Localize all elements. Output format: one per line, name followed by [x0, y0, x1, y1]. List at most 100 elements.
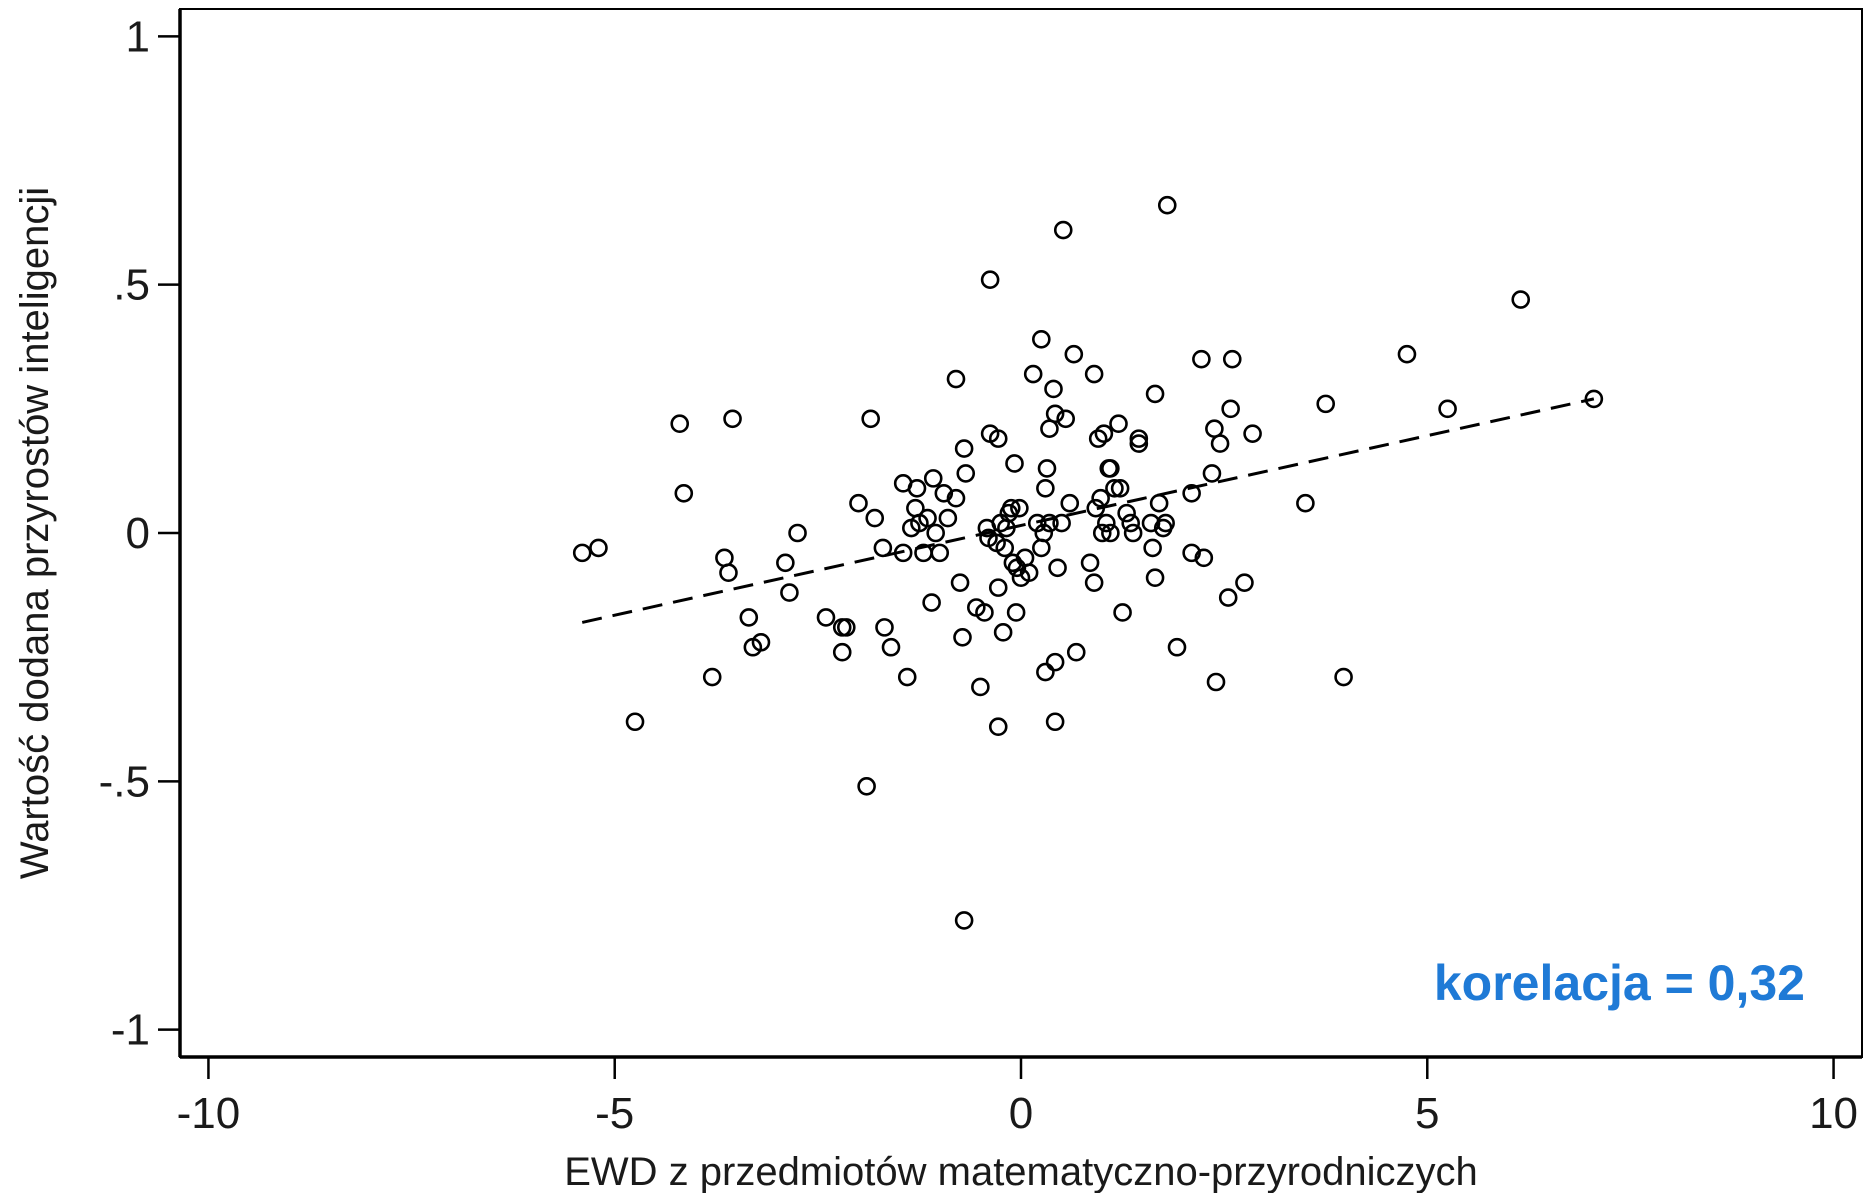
- data-point: [1091, 488, 1110, 508]
- data-point: [1438, 399, 1457, 419]
- data-point: [719, 563, 738, 583]
- data-point: [1037, 459, 1057, 478]
- data-point: [1023, 364, 1043, 384]
- data-point: [1156, 513, 1175, 533]
- data-point: [1036, 478, 1055, 498]
- x-tick-label: 10: [1809, 1089, 1858, 1138]
- data-point: [1117, 503, 1136, 523]
- data-point: [1032, 329, 1051, 349]
- y-tick-label: 1: [126, 12, 150, 61]
- data-point: [1194, 548, 1214, 568]
- data-point: [739, 608, 759, 627]
- data-point: [1584, 389, 1604, 409]
- data-point: [1109, 414, 1128, 434]
- data-point: [995, 538, 1015, 558]
- data-point: [953, 628, 972, 647]
- data-point: [776, 553, 795, 573]
- data-point: [1141, 513, 1161, 533]
- data-point: [1129, 429, 1149, 448]
- data-point: [922, 593, 941, 612]
- data-point: [1036, 662, 1055, 682]
- data-point: [751, 632, 771, 652]
- data-point: [988, 429, 1008, 448]
- data-point: [1101, 523, 1120, 543]
- data-point: [788, 523, 807, 543]
- data-point: [1145, 384, 1165, 404]
- y-axis-title: Wartość dodana przyrostów inteligencji: [13, 187, 57, 879]
- data-point: [816, 608, 836, 627]
- data-point: [1243, 424, 1262, 443]
- data-point: [1097, 513, 1116, 533]
- data-point: [1080, 553, 1100, 573]
- data-point: [893, 543, 913, 563]
- data-point: [1121, 513, 1140, 533]
- data-point: [1202, 464, 1222, 483]
- data-point: [1056, 409, 1075, 429]
- data-point: [1045, 404, 1065, 424]
- x-tick-label: 5: [1415, 1089, 1439, 1138]
- data-point: [1397, 344, 1417, 364]
- data-point: [1005, 454, 1024, 473]
- data-point: [849, 493, 868, 513]
- data-point: [1316, 394, 1336, 414]
- data-point: [938, 508, 958, 528]
- data-point: [723, 409, 742, 429]
- data-point: [1092, 523, 1112, 543]
- data-point: [1222, 349, 1242, 369]
- data-point: [975, 603, 994, 622]
- data-point: [1094, 424, 1114, 443]
- data-point: [1060, 493, 1080, 513]
- data-point: [1235, 573, 1254, 592]
- data-point: [780, 583, 799, 602]
- data-point: [1088, 429, 1108, 448]
- data-point: [1129, 434, 1149, 453]
- data-point: [1296, 493, 1315, 513]
- data-point: [881, 637, 901, 657]
- data-point: [1143, 538, 1162, 558]
- data-point: [956, 464, 976, 483]
- data-point: [1003, 553, 1023, 573]
- data-point: [1010, 498, 1029, 518]
- data-point: [589, 538, 608, 558]
- data-point: [1001, 498, 1021, 518]
- data-point: [670, 414, 690, 434]
- data-point: [954, 911, 974, 930]
- data-point: [702, 667, 722, 687]
- x-tick-label: -5: [595, 1089, 634, 1138]
- data-point: [1048, 558, 1067, 578]
- data-point: [930, 543, 950, 563]
- y-tick-label: .5: [113, 261, 150, 310]
- data-point: [625, 712, 645, 732]
- data-point: [1182, 543, 1201, 563]
- data-point: [1149, 493, 1169, 513]
- x-tick-label: -10: [177, 1089, 241, 1138]
- data-point: [1053, 220, 1073, 240]
- data-point: [934, 483, 954, 503]
- data-point: [897, 667, 917, 687]
- data-point: [1006, 603, 1026, 622]
- data-point: [1064, 344, 1084, 364]
- data-point: [836, 618, 856, 637]
- data-point: [1511, 290, 1531, 309]
- x-tick-label: 0: [1009, 1089, 1033, 1138]
- data-point: [926, 523, 945, 543]
- data-point: [1221, 399, 1240, 419]
- data-point: [861, 409, 880, 429]
- data-point: [980, 270, 1000, 289]
- data-point: [1157, 195, 1177, 215]
- correlation-annotation: korelacja = 0,32: [1434, 955, 1805, 1011]
- data-point: [857, 777, 876, 796]
- data-point: [1192, 349, 1211, 369]
- y-tick-label: -.5: [99, 757, 150, 806]
- x-axis-title: EWD z przedmiotów matematyczno-przyrodni…: [564, 1150, 1478, 1193]
- data-point: [907, 478, 927, 498]
- data-point: [1044, 379, 1063, 399]
- x-axis-ticks: -10 -5 0 5 10: [177, 1057, 1858, 1138]
- data-point: [1182, 483, 1201, 503]
- data-point: [1084, 364, 1104, 384]
- plot-frame: [179, 8, 1863, 1058]
- data-point: [1019, 563, 1039, 583]
- fit-line: [581, 397, 1595, 624]
- y-axis-ticks: 1 .5 0 -.5 -1: [99, 12, 180, 1055]
